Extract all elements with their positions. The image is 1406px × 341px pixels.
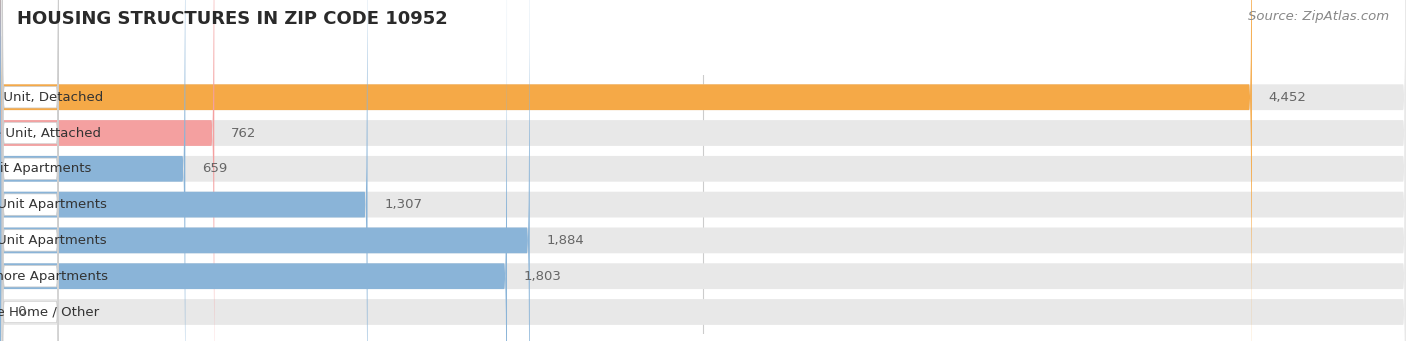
Text: 659: 659 <box>202 162 228 175</box>
FancyBboxPatch shape <box>0 0 1251 341</box>
Text: 5 to 9 Unit Apartments: 5 to 9 Unit Apartments <box>0 234 107 247</box>
Text: 4,452: 4,452 <box>1268 91 1306 104</box>
FancyBboxPatch shape <box>3 36 59 341</box>
Text: 0: 0 <box>17 306 25 318</box>
FancyBboxPatch shape <box>3 0 59 337</box>
FancyBboxPatch shape <box>0 0 367 341</box>
Text: 1,803: 1,803 <box>524 270 562 283</box>
FancyBboxPatch shape <box>3 72 59 341</box>
Text: Single Unit, Detached: Single Unit, Detached <box>0 91 103 104</box>
FancyBboxPatch shape <box>0 0 186 341</box>
Text: 762: 762 <box>231 127 256 139</box>
Text: Source: ZipAtlas.com: Source: ZipAtlas.com <box>1249 10 1389 23</box>
Text: 10 or more Apartments: 10 or more Apartments <box>0 270 108 283</box>
Text: Single Unit, Attached: Single Unit, Attached <box>0 127 101 139</box>
Text: 3 or 4 Unit Apartments: 3 or 4 Unit Apartments <box>0 198 107 211</box>
FancyBboxPatch shape <box>3 0 59 341</box>
FancyBboxPatch shape <box>0 0 214 341</box>
Text: 1,307: 1,307 <box>384 198 422 211</box>
FancyBboxPatch shape <box>3 0 59 341</box>
FancyBboxPatch shape <box>3 0 59 341</box>
Text: HOUSING STRUCTURES IN ZIP CODE 10952: HOUSING STRUCTURES IN ZIP CODE 10952 <box>17 10 447 28</box>
Text: 1,884: 1,884 <box>547 234 585 247</box>
FancyBboxPatch shape <box>0 0 508 341</box>
Text: 2 Unit Apartments: 2 Unit Apartments <box>0 162 91 175</box>
FancyBboxPatch shape <box>0 0 530 341</box>
Text: Mobile Home / Other: Mobile Home / Other <box>0 306 100 318</box>
FancyBboxPatch shape <box>3 1 59 341</box>
